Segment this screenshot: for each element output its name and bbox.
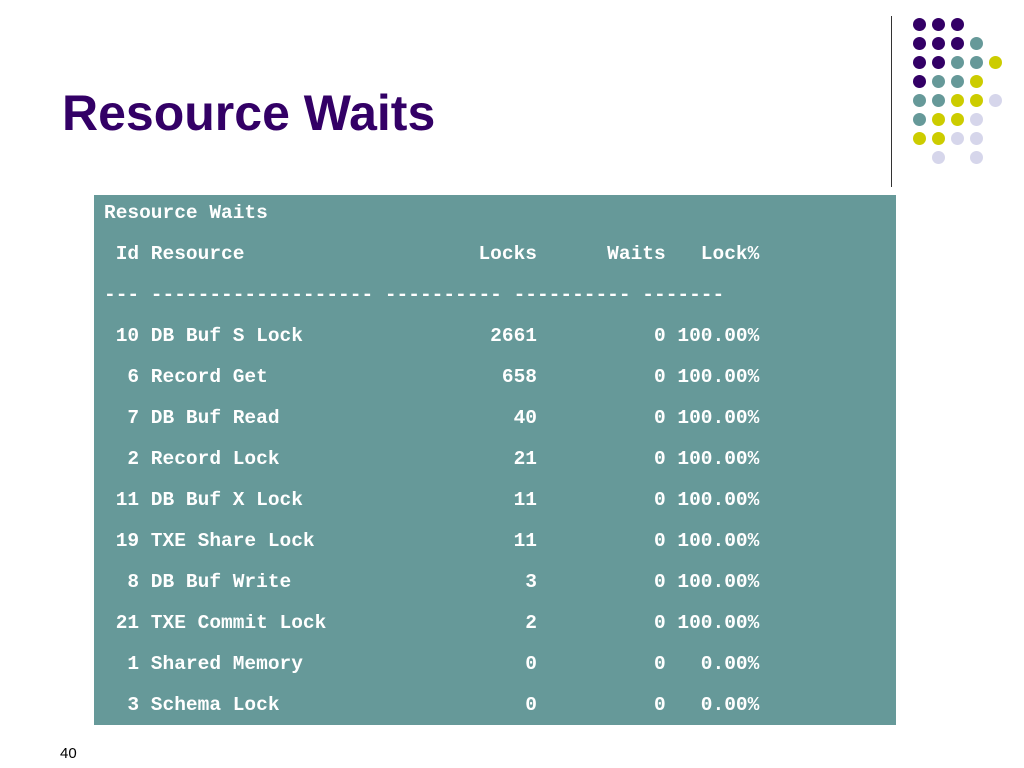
decorative-dot [931,17,945,31]
decorative-dot [969,74,983,88]
table-row: 10 DB Buf S Lock 2661 0 100.00% [104,325,760,347]
decorative-dot [950,36,964,50]
report-caption: Resource Waits [104,202,268,224]
slide-title: Resource Waits [62,85,436,141]
column-separator: --- ------------------- ---------- -----… [104,284,725,306]
report-panel: Resource Waits Id Resource Locks Waits L… [94,195,896,725]
decorative-dot [969,150,983,164]
decorative-dot [969,93,983,107]
column-header-row: Id Resource Locks Waits Lock% [104,243,760,265]
decorative-dot [969,36,983,50]
decorative-dot [988,93,1002,107]
vertical-divider [891,16,892,187]
decorative-dot [912,74,926,88]
decorative-dot [969,131,983,145]
decorative-dot [931,93,945,107]
decorative-dot [969,55,983,69]
page-number: 40 [60,745,77,762]
decorative-dot [950,93,964,107]
decorative-dot [912,17,926,31]
table-row: 2 Record Lock 21 0 100.00% [104,448,760,470]
decorative-dot [931,74,945,88]
decorative-dot [931,55,945,69]
decorative-dot [969,112,983,126]
decorative-dot [912,93,926,107]
decorative-dot [950,131,964,145]
decorative-dot [950,112,964,126]
table-row: 3 Schema Lock 0 0 0.00% [104,694,760,716]
decorative-dot [950,55,964,69]
decorative-dot [950,17,964,31]
table-row: 11 DB Buf X Lock 11 0 100.00% [104,489,760,511]
decorative-dot [950,74,964,88]
decorative-dot [931,131,945,145]
table-row: 21 TXE Commit Lock 2 0 100.00% [104,612,760,634]
decorative-dot [931,150,945,164]
decorative-dot [912,36,926,50]
decorative-dot [988,55,1002,69]
decorative-dot [912,55,926,69]
decorative-dot [912,131,926,145]
table-row: 8 DB Buf Write 3 0 100.00% [104,571,760,593]
table-row: 7 DB Buf Read 40 0 100.00% [104,407,760,429]
table-row: 6 Record Get 658 0 100.00% [104,366,760,388]
report-text: Resource Waits Id Resource Locks Waits L… [104,201,759,734]
decorative-dot [931,112,945,126]
table-row: 1 Shared Memory 0 0 0.00% [104,653,760,675]
table-row: 19 TXE Share Lock 11 0 100.00% [104,530,760,552]
decorative-dot [912,112,926,126]
decorative-dot [931,36,945,50]
